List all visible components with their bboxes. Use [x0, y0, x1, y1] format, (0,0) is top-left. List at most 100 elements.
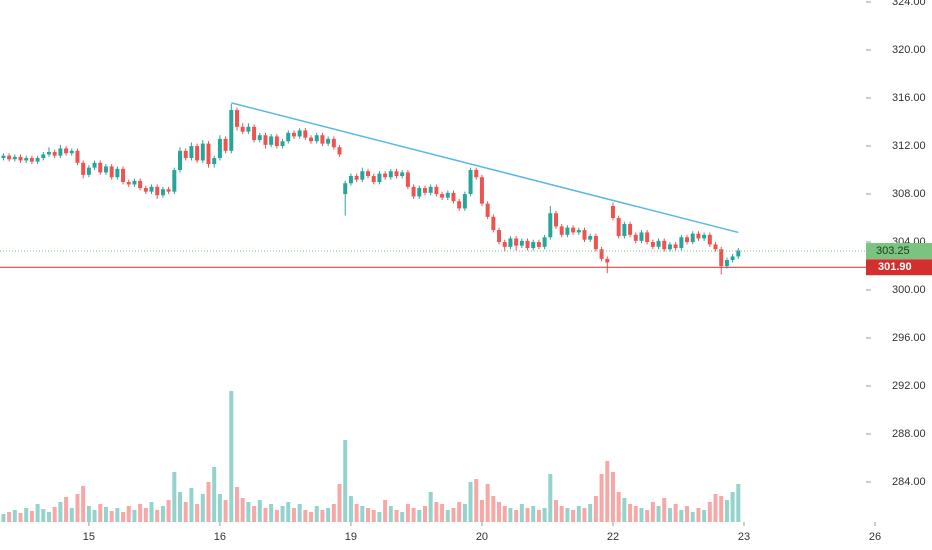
candle-body — [252, 126, 257, 141]
candle-body — [240, 126, 245, 132]
volume-bar — [212, 467, 217, 522]
volume-bar — [377, 512, 382, 522]
volume-bar — [263, 508, 268, 522]
candle-body — [576, 230, 581, 233]
candle-body — [679, 237, 684, 249]
volume-bar — [41, 509, 46, 522]
volume-bar — [457, 502, 462, 522]
candle-body — [178, 150, 183, 171]
volume-bar — [229, 391, 234, 522]
candle-body — [138, 180, 143, 189]
volume-bar — [12, 510, 17, 522]
volume-bar — [189, 488, 194, 522]
volume-bar — [291, 508, 296, 522]
candle-body — [462, 194, 467, 209]
candle-body — [109, 166, 114, 178]
candle-body — [588, 236, 593, 240]
volume-bar — [126, 506, 131, 522]
candle-body — [314, 135, 319, 142]
volume-bar — [366, 508, 371, 522]
candle-body — [434, 186, 439, 195]
volume-bar — [29, 511, 34, 522]
volume-bar — [280, 506, 285, 522]
volume-bar — [679, 510, 684, 522]
y-tick-label: 324.00 — [892, 0, 926, 8]
x-tick-label: 19 — [345, 531, 357, 543]
candle-body — [269, 136, 274, 145]
candle-body — [166, 189, 171, 192]
volume-bar — [360, 506, 365, 522]
candle-body — [189, 146, 194, 159]
volume-bar — [206, 482, 211, 522]
candle-body — [212, 158, 217, 165]
candle-body — [274, 136, 279, 147]
volume-bar — [719, 496, 724, 522]
candle-body — [525, 240, 530, 249]
candle-body — [605, 258, 610, 263]
candle-body — [656, 240, 661, 247]
volume-bar — [633, 506, 638, 522]
candle-body — [326, 138, 331, 144]
volume-bar — [696, 508, 701, 522]
candle-body — [685, 237, 690, 243]
candle-body — [662, 240, 667, 250]
candle-body — [234, 110, 239, 127]
volume-bar — [86, 506, 91, 522]
volume-bar — [514, 510, 519, 522]
volume-bar — [502, 506, 507, 522]
volume-bar — [7, 512, 12, 522]
volume-bar — [434, 502, 439, 522]
volume-bar — [559, 506, 564, 522]
candle-body — [183, 150, 188, 159]
candle-body — [696, 233, 701, 239]
candle-body — [554, 213, 559, 227]
candle-body — [200, 143, 205, 161]
volume-bar — [246, 502, 251, 522]
candle-body — [132, 180, 137, 185]
candle-body — [149, 186, 154, 192]
x-tick-label: 26 — [869, 531, 881, 543]
candle-body — [707, 234, 712, 245]
candle-body — [18, 156, 23, 161]
candle-body — [343, 183, 348, 195]
volume-bar — [240, 498, 245, 522]
candle-body — [263, 135, 268, 145]
volume-bar — [713, 494, 718, 522]
volume-bar — [542, 508, 547, 522]
volume-bar — [497, 502, 502, 522]
candle-body — [593, 236, 598, 250]
volume-bar — [508, 508, 513, 522]
candle-body — [394, 171, 399, 177]
candle-body — [457, 201, 462, 209]
volume-bar — [422, 506, 427, 522]
volume-bar — [610, 472, 615, 522]
candle-body — [645, 232, 650, 243]
candle-body — [405, 172, 410, 187]
volume-bar — [64, 497, 69, 522]
volume-bar — [599, 474, 604, 522]
volume-bar — [736, 484, 741, 522]
x-tick-label: 15 — [83, 531, 95, 543]
trend-line — [231, 102, 739, 234]
candle-body — [519, 240, 524, 246]
volume-bar — [58, 502, 63, 522]
y-tick-label: 308.00 — [892, 188, 926, 200]
volume-bar — [309, 512, 314, 522]
candle-body — [360, 171, 365, 180]
volume-bar — [200, 494, 205, 522]
volume-bar — [252, 506, 257, 522]
volume-bar — [183, 502, 188, 522]
volume-bar — [388, 506, 393, 522]
candle-body — [730, 256, 735, 261]
candle-body — [491, 216, 496, 231]
candle-body — [92, 162, 97, 168]
volume-bar — [314, 506, 319, 522]
volume-bar — [548, 474, 553, 522]
candle-body — [69, 150, 74, 154]
candle-body — [98, 162, 103, 173]
x-tick-label: 16 — [214, 531, 226, 543]
candle-body — [160, 189, 165, 196]
candle-body — [531, 242, 536, 249]
candle-body — [12, 156, 17, 160]
x-tick-label: 23 — [738, 531, 750, 543]
